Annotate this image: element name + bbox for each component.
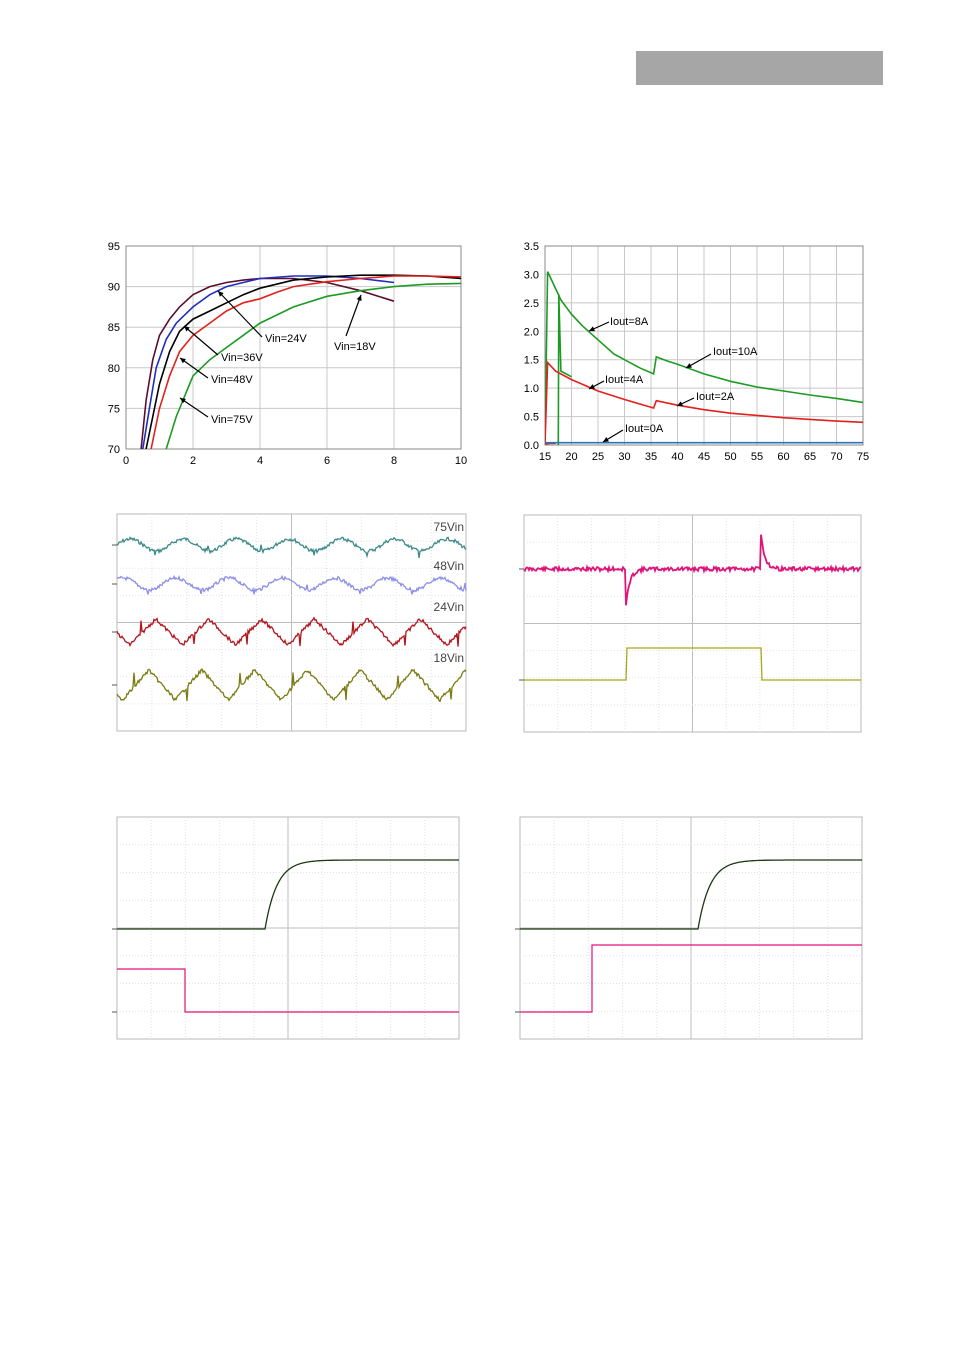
series-line — [165, 282, 461, 449]
annotation-label: Iout=4A — [605, 374, 644, 386]
y-tick-label: 90 — [108, 282, 120, 294]
series-line — [150, 275, 461, 449]
arrow-head — [686, 363, 692, 368]
y-tick-label: 70 — [108, 444, 120, 456]
ripple-trace — [116, 616, 467, 648]
load-current-trace — [524, 647, 861, 681]
x-tick-label: 10 — [455, 455, 467, 467]
series-line — [545, 271, 863, 445]
plot-frame — [125, 245, 462, 450]
x-tick-label: 25 — [592, 451, 604, 463]
annotation-label: Vin=18V — [334, 341, 376, 353]
annotation-arrow — [345, 294, 362, 337]
annotation-arrow — [179, 357, 209, 379]
annotation-label: Vin=75V — [211, 414, 253, 426]
arrow-head — [589, 326, 595, 332]
y-tick-label: 2.5 — [524, 298, 539, 310]
startup-scope-right — [515, 816, 863, 1040]
annotation-arrow — [179, 397, 209, 418]
annotation-label: Iout=2A — [696, 391, 735, 403]
series-line — [557, 294, 572, 445]
annotation-label: Iout=0A — [625, 423, 664, 435]
y-tick-label: 0.0 — [524, 440, 539, 452]
arrow-head — [180, 358, 186, 364]
ripple-scope: 75Vin 48Vin 24Vin 18Vin — [112, 513, 467, 732]
x-tick-label: 40 — [671, 451, 683, 463]
arrow-head — [589, 384, 595, 389]
arrow-head — [677, 401, 683, 407]
series-line — [140, 277, 395, 449]
channel-label: 75Vin — [434, 520, 464, 534]
dissipation-chart: 0.0 0.5 1.0 1.5 2.0 2.5 3.0 3.5 15 20 25 30 35 40 45 50… — [524, 241, 869, 463]
startup-scope-left — [112, 816, 460, 1040]
y-tick-label: 2.0 — [524, 326, 539, 338]
x-tick-label: 60 — [777, 451, 789, 463]
output-voltage-trace — [523, 534, 862, 606]
channel-label: 24Vin — [434, 600, 464, 614]
annotation-label: Vin=36V — [221, 352, 263, 364]
x-tick-label: 4 — [257, 455, 263, 467]
annotation-arrow — [217, 290, 263, 338]
annotation-label: Iout=10A — [713, 346, 758, 358]
annotation-arrow — [183, 325, 219, 356]
ripple-trace — [116, 536, 467, 559]
x-tick-label: 0 — [123, 455, 129, 467]
output-rise-trace — [520, 859, 862, 930]
x-tick-label: 45 — [698, 451, 710, 463]
ripple-trace — [116, 668, 467, 703]
x-tick-label: 2 — [190, 455, 196, 467]
arrow-head — [356, 295, 362, 301]
x-tick-label: 30 — [618, 451, 630, 463]
x-tick-label: 8 — [391, 455, 397, 467]
x-tick-label: 6 — [324, 455, 330, 467]
y-tick-label: 1.5 — [524, 355, 539, 367]
header-bar — [636, 51, 883, 85]
control-trace — [117, 968, 459, 1013]
control-trace — [520, 944, 862, 1013]
y-tick-label: 80 — [108, 363, 120, 375]
series-line — [142, 275, 395, 449]
arrow-head — [184, 326, 190, 332]
x-tick-label: 65 — [804, 451, 816, 463]
x-tick-label: 35 — [645, 451, 657, 463]
series-line — [545, 360, 863, 445]
x-tick-label: 15 — [539, 451, 551, 463]
x-tick-label: 55 — [751, 451, 763, 463]
plot-frame — [544, 245, 864, 446]
channel-label: 18Vin — [434, 651, 464, 665]
y-tick-label: 85 — [108, 322, 120, 334]
y-tick-label: 1.0 — [524, 383, 539, 395]
annotation-label: Vin=48V — [211, 374, 253, 386]
arrow-head — [180, 398, 186, 404]
channel-label: 48Vin — [434, 559, 464, 573]
output-rise-trace — [117, 859, 459, 930]
x-tick-label: 75 — [857, 451, 869, 463]
arrow-head — [218, 291, 224, 297]
x-tick-label: 50 — [724, 451, 736, 463]
y-tick-label: 3.0 — [524, 269, 539, 281]
arrow-head — [603, 436, 609, 442]
transient-scope — [519, 514, 862, 733]
y-tick-label: 75 — [108, 403, 120, 415]
y-tick-label: 0.5 — [524, 412, 539, 424]
ripple-trace — [116, 574, 467, 595]
y-tick-label: 3.5 — [524, 241, 539, 253]
annotation-label: Vin=24V — [265, 333, 307, 345]
annotation-label: Iout=8A — [610, 316, 649, 328]
x-tick-label: 20 — [565, 451, 577, 463]
x-tick-label: 70 — [830, 451, 842, 463]
y-tick-label: 95 — [108, 241, 120, 253]
series-line — [145, 274, 461, 449]
